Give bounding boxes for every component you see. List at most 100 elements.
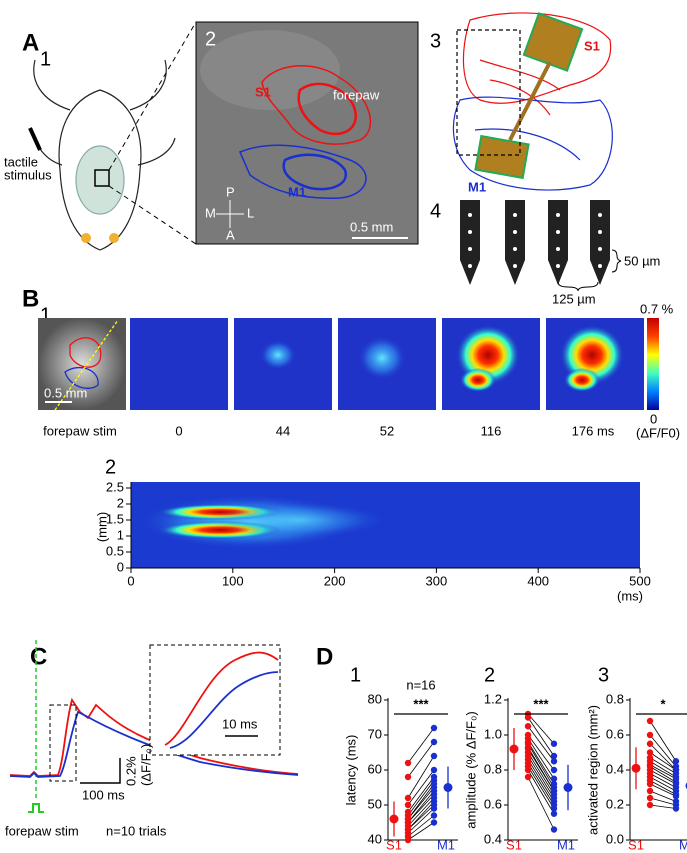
drawing-part (468, 247, 472, 251)
m1-point (550, 826, 558, 833)
m1-point (430, 724, 438, 732)
drawing-part (452, 96, 613, 191)
drawing-part (75, 145, 125, 215)
pair-line (649, 776, 677, 792)
compass-label: M (205, 205, 216, 220)
drawing-part (556, 247, 560, 251)
y-tick-label: 0.0 (606, 831, 624, 846)
pair-line (649, 764, 677, 780)
frame-label: forepaw stim (43, 423, 117, 438)
brain-image (38, 318, 126, 410)
y-tick-label: 1 (117, 527, 124, 542)
pair-line (407, 808, 435, 834)
pair-line (527, 738, 555, 779)
pair-line (527, 759, 555, 802)
s1-point (646, 794, 654, 802)
colorbar-label: 0 (650, 411, 657, 426)
region-label: S1 (584, 38, 600, 53)
compass (216, 200, 244, 228)
pair-line (649, 769, 677, 785)
pair-line (407, 780, 435, 816)
s1-point (404, 794, 412, 802)
contours (239, 65, 371, 199)
x-tick-label: 400 (527, 573, 549, 588)
panel-label: B (22, 285, 39, 312)
mean-point (509, 744, 519, 754)
s1-point (646, 780, 654, 788)
drawing-part (69, 337, 102, 368)
y-tick-label: 1.5 (106, 511, 124, 526)
drawing-part (505, 200, 525, 285)
pair-line (407, 783, 435, 820)
s1-point (646, 749, 654, 756)
panel-sublabel: 2 (484, 664, 495, 686)
pair-line (527, 769, 555, 814)
y-tick-label: 40 (368, 831, 382, 846)
drawing-part (210, 502, 390, 538)
x-tick-label: 0 (127, 573, 134, 588)
pair-line (407, 741, 435, 778)
s1-point (404, 759, 412, 767)
y-tick-label: 2.5 (106, 479, 124, 494)
drawing-part (556, 213, 560, 217)
s1-point (646, 801, 654, 809)
s1-point (524, 766, 532, 774)
x-tick-label: 100 (222, 573, 244, 588)
region-label: M1 (288, 184, 306, 199)
m1-point (672, 758, 680, 765)
frame-label: 176 ms (572, 423, 615, 438)
scale-label: (ΔF/F₀) (138, 744, 153, 786)
panel-sublabel: 2 (205, 28, 216, 50)
drawing-part (513, 230, 517, 234)
drawing-part (462, 12, 612, 104)
drawing-part (556, 264, 560, 268)
pair-line (407, 776, 435, 813)
m1-point (430, 752, 438, 760)
s1-point (524, 773, 532, 781)
axis-label: latency (ms) (343, 735, 358, 806)
pair-line (649, 780, 677, 795)
panel-sublabel: 3 (598, 664, 609, 686)
axis-label: activated region (mm²) (585, 705, 600, 835)
drawing-part (33, 59, 167, 111)
region-label: forepaw (333, 87, 380, 102)
m1-point (672, 805, 680, 812)
drawing-part (468, 213, 602, 268)
drawing-part (28, 127, 42, 151)
panel-label: D (316, 643, 333, 670)
drawing-part (108, 21, 197, 171)
dimension-label: 125 µm (552, 291, 596, 306)
region-label: S1 (255, 84, 271, 99)
y-tick-label: 0.2 (606, 796, 624, 811)
mouse-drawing (28, 59, 176, 251)
x-tick-label: 300 (426, 573, 448, 588)
pair-line (527, 717, 555, 757)
pair-line (527, 755, 555, 799)
drawing-part (260, 340, 296, 370)
x-tick-label: M1 (437, 837, 455, 852)
pair-line (527, 752, 555, 795)
drawing-part (94, 169, 110, 187)
pair-line (649, 766, 677, 783)
panel-label: C (30, 643, 47, 670)
y-tick-label: 0 (117, 559, 124, 574)
s1-point (404, 773, 412, 781)
frame-label: 44 (276, 423, 290, 438)
pair-line (649, 720, 677, 762)
drawing-part (81, 233, 91, 243)
pair-line (649, 734, 677, 767)
drawing-part (513, 264, 517, 268)
x-tick-label: M1 (557, 837, 575, 852)
y-tick-label: 1.0 (484, 726, 502, 741)
drawing-part (647, 318, 659, 410)
drawing-part (239, 144, 367, 199)
s1-point (524, 714, 532, 721)
pair-line (527, 748, 555, 792)
y-tick-label: 0.8 (606, 691, 624, 706)
drawing-part (508, 61, 552, 141)
texture (200, 30, 340, 110)
pair-line (407, 815, 435, 837)
annotation: forepaw stim (5, 823, 79, 838)
drawing-part (460, 200, 480, 285)
frame-label: 52 (380, 423, 394, 438)
